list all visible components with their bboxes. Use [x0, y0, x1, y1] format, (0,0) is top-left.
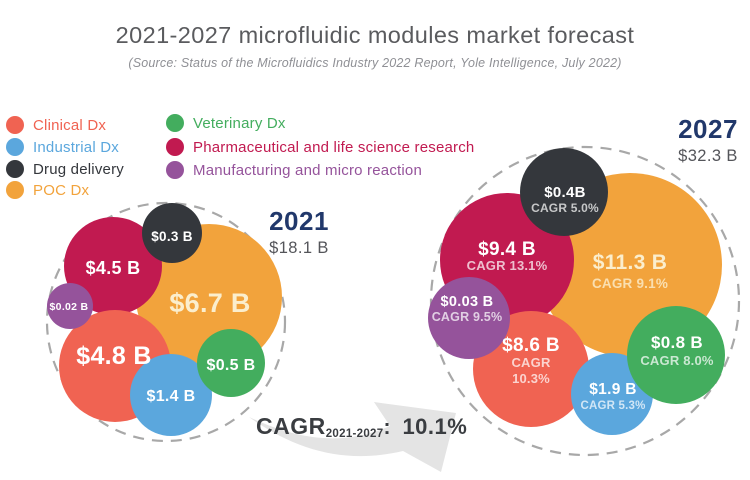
value-2027-poc-dx: $11.3 B [593, 251, 668, 274]
value-2021-drug-delivery: $0.3 B [151, 229, 193, 244]
cagr-2027-veterinary-dx: CAGR 8.0% [640, 353, 714, 368]
value-2021-clinical-dx: $4.8 B [76, 342, 151, 370]
legend-dot-veterinary-dx [166, 114, 184, 132]
legend-label-drug-delivery: Drug delivery [33, 160, 124, 178]
cagr-2027-manufacturing: CAGR 9.5% [432, 310, 503, 324]
total-2021: $18.1 B [269, 239, 329, 257]
legend-dot-poc-dx [6, 181, 24, 199]
year-label-2021: 2021 $18.1 B [254, 206, 344, 258]
value-2027-pharma-research: $9.4 B [478, 239, 536, 260]
cagr-2027-clinical-dx-line2: 10.3% [512, 371, 550, 386]
value-2027-manufacturing: $0.03 B [441, 294, 494, 310]
legend-label-veterinary-dx: Veterinary Dx [193, 114, 286, 132]
cagr-2027-pharma-research: CAGR 13.1% [467, 258, 548, 273]
cagr-2027-clinical-dx-line1: CAGR [511, 355, 550, 370]
bubble-2021-industrial-dx [130, 354, 212, 436]
legend-dot-manufacturing [166, 161, 184, 179]
legend-item-veterinary-dx: Veterinary Dx [166, 113, 286, 133]
legend-item-drug-delivery: Drug delivery [6, 159, 124, 179]
value-2021-manufacturing: $0.02 B [50, 301, 89, 313]
value-2027-drug-delivery: $0.4B [544, 184, 586, 201]
legend-dot-clinical-dx [6, 116, 24, 134]
page-title: 2021-2027 microfluidic modules market fo… [115, 22, 635, 48]
cagr-2027-poc-dx: CAGR 9.1% [592, 276, 668, 291]
value-2021-pharma-research: $4.5 B [86, 258, 141, 278]
legend-item-clinical-dx: Clinical Dx [6, 115, 106, 135]
cagr-note-colon: : [383, 416, 391, 439]
source-subtitle: (Source: Status of the Microfluidics Ind… [128, 56, 622, 70]
legend-dot-drug-delivery [6, 160, 24, 178]
cluster-outline-2027 [429, 145, 741, 457]
cagr-2027-industrial-dx: CAGR 5.3% [580, 400, 645, 412]
legend-item-manufacturing: Manufacturing and micro reaction [166, 160, 422, 180]
year-label-2027: 2027 $32.3 B [663, 114, 750, 166]
year-2027: 2027 [678, 114, 738, 144]
legend-label-poc-dx: POC Dx [33, 181, 90, 199]
cagr-note-value: 10.1% [402, 414, 468, 439]
value-2021-poc-dx: $6.7 B [169, 288, 250, 318]
total-2027: $32.3 B [678, 147, 738, 165]
legend-item-industrial-dx: Industrial Dx [6, 137, 119, 157]
legend-label-pharma-research: Pharmaceutical and life science research [193, 138, 475, 156]
bubble-2027-manufacturing [428, 277, 510, 359]
year-2021: 2021 [269, 206, 329, 236]
bubble-2021-pharma-research [64, 217, 162, 315]
cagr-note-label: CAGR [256, 413, 326, 439]
header: 2021-2027 microfluidic modules market fo… [0, 0, 750, 70]
legend-label-clinical-dx: Clinical Dx [33, 116, 107, 134]
value-2027-veterinary-dx: $0.8 B [651, 333, 703, 352]
legend-item-pharma-research: Pharmaceutical and life science research [166, 137, 474, 157]
bubble-2021-veterinary-dx [197, 329, 265, 397]
legend-dot-industrial-dx [6, 138, 24, 156]
legend-dot-pharma-research [166, 138, 184, 156]
cluster-outline-2021 [45, 201, 287, 443]
cagr-2027-drug-delivery: CAGR 5.0% [531, 201, 599, 215]
legend-item-poc-dx: POC Dx [6, 180, 89, 200]
growth-arrow-icon [249, 402, 456, 472]
overall-cagr-note: CAGR2021-2027: 10.1% [256, 413, 467, 440]
bubble-cluster-2027: $0.4B CAGR 5.0% $9.4 B CAGR 13.1% $11.3 … [428, 145, 741, 457]
cagr-note-subscript: 2021-2027 [325, 428, 384, 440]
value-2021-industrial-dx: $1.4 B [147, 388, 196, 405]
legend-label-manufacturing: Manufacturing and micro reaction [193, 161, 423, 179]
bubble-2027-drug-delivery [520, 148, 608, 236]
bubble-2021-drug-delivery [142, 203, 202, 263]
legend-label-industrial-dx: Industrial Dx [33, 138, 119, 156]
bubble-2021-manufacturing [47, 283, 93, 329]
value-2027-clinical-dx: $8.6 B [502, 335, 560, 356]
bubble-cluster-2021: $0.3 B $4.5 B $0.02 B $6.7 B $4.8 B $1.4… [45, 201, 287, 443]
bubble-2027-veterinary-dx [627, 306, 725, 404]
value-2021-veterinary-dx: $0.5 B [207, 357, 256, 374]
value-2027-industrial-dx: $1.9 B [589, 381, 636, 398]
